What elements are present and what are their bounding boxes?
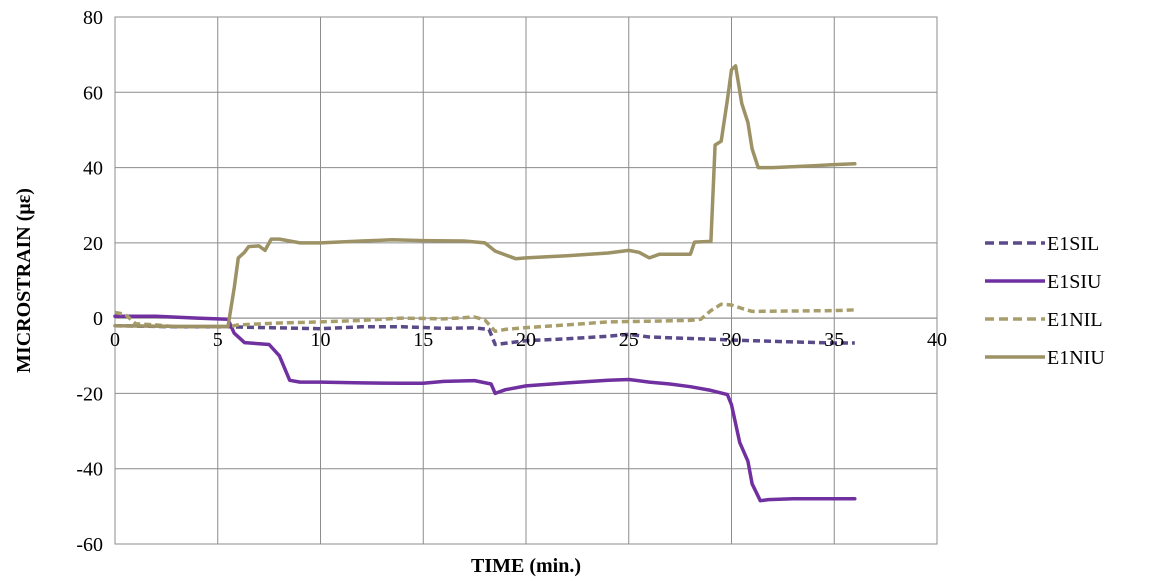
y-tick-label: 60 — [83, 82, 103, 104]
legend-label-e1sil: E1SIL — [1047, 233, 1099, 255]
legend-label-e1nil: E1NIL — [1047, 309, 1103, 331]
x-axis-title: TIME (min.) — [471, 555, 581, 577]
x-tick-label: 20 — [516, 329, 536, 351]
y-tick-label: 20 — [83, 233, 103, 255]
y-tick-label: 80 — [83, 7, 103, 29]
x-tick-label: 10 — [311, 329, 331, 351]
series-line-e1siu — [113, 314, 857, 503]
y-tick-label: 40 — [83, 158, 103, 180]
legend-label-e1siu: E1SIU — [1047, 271, 1102, 293]
legend: E1SIL E1SIU E1NIL E1NIU — [985, 233, 1105, 369]
y-tick-label: 0 — [93, 308, 103, 330]
x-tick-label: 25 — [619, 329, 639, 351]
x-tick-label: 15 — [413, 329, 433, 351]
x-tick-label: 30 — [722, 329, 742, 351]
series-line-e1nil — [114, 302, 855, 334]
series-line-e1sil — [114, 323, 855, 347]
y-tick-label: -20 — [76, 383, 103, 405]
series-line-e1niu — [113, 64, 857, 329]
x-tick-label: 5 — [213, 329, 223, 351]
y-tick-label: -60 — [76, 534, 103, 556]
x-tick-label: 35 — [824, 329, 844, 351]
legend-label-e1niu: E1NIU — [1047, 347, 1105, 369]
y-tick-label: -40 — [76, 459, 103, 481]
x-tick-label: 40 — [927, 329, 947, 351]
plot-area-border — [114, 16, 938, 545]
y-axis-title: MICROSTRAIN (με) — [13, 188, 35, 373]
x-tick-label: 0 — [110, 329, 120, 351]
